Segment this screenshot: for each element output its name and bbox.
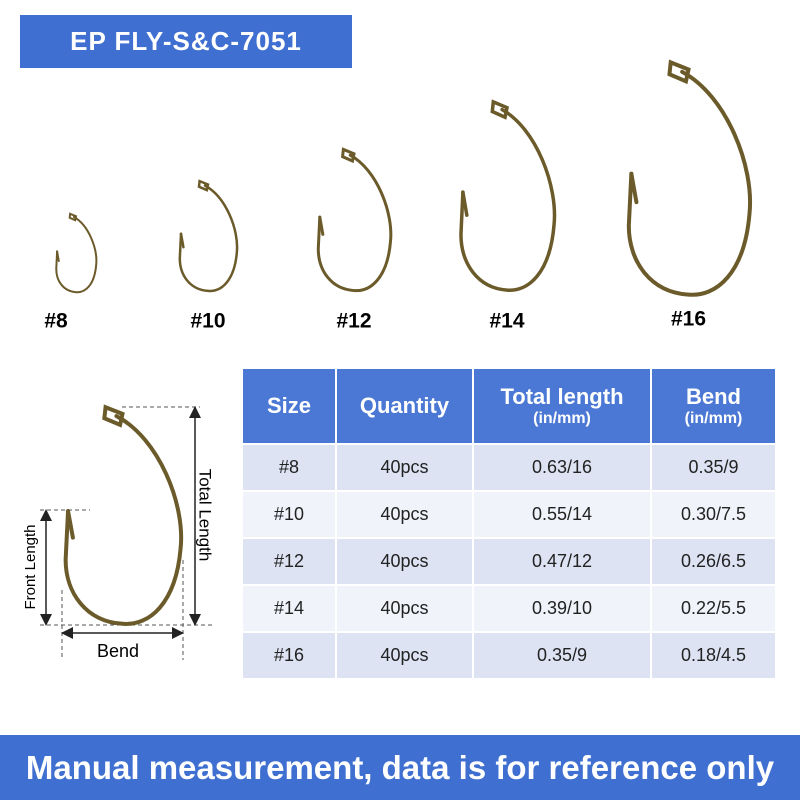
hook bbox=[180, 181, 237, 291]
hook-barb bbox=[320, 217, 323, 234]
table-cell: #8 bbox=[241, 443, 337, 492]
bend-label: Bend bbox=[97, 641, 139, 661]
hook bbox=[461, 102, 555, 290]
table-cell: 0.35/9 bbox=[650, 443, 777, 492]
hook bbox=[629, 62, 750, 294]
table-cell: 0.22/5.5 bbox=[650, 584, 777, 633]
hook-eye bbox=[104, 407, 122, 425]
hook bbox=[66, 407, 182, 624]
hook-size-label: #16 bbox=[671, 308, 706, 331]
hook-body bbox=[56, 217, 96, 292]
spec-table: Size Quantity Total length (in/mm) Bend (in/m… bbox=[241, 367, 777, 680]
total-length-label: Total Length bbox=[196, 469, 215, 562]
table-cell: #12 bbox=[241, 537, 337, 586]
table-row: #8 40pcs 0.63/16 0.35/9 bbox=[241, 443, 777, 492]
artwork: #8 #10 #12 #14 #16 Total Length Front Length… bbox=[22, 0, 800, 661]
table-cell: 0.30/7.5 bbox=[650, 490, 777, 539]
hook-barb bbox=[463, 192, 467, 215]
table-cell: 0.47/12 bbox=[472, 537, 652, 586]
table-cell: 0.18/4.5 bbox=[650, 631, 777, 680]
table-cell: 0.55/14 bbox=[472, 490, 652, 539]
header-text: Size bbox=[266, 393, 312, 418]
header-unit: (in/mm) bbox=[533, 410, 591, 427]
table-cell: 0.39/10 bbox=[472, 584, 652, 633]
hook-barb bbox=[57, 251, 59, 261]
hook-eye bbox=[343, 149, 354, 161]
hook bbox=[56, 214, 96, 292]
hook-eye bbox=[70, 214, 76, 220]
hook-body bbox=[629, 72, 750, 295]
hook-body bbox=[461, 110, 555, 291]
header-unit: (in/mm) bbox=[684, 410, 743, 427]
hook-barb bbox=[68, 511, 73, 538]
hook-body bbox=[180, 186, 237, 291]
hook bbox=[318, 149, 391, 290]
table-cell: #16 bbox=[241, 631, 337, 680]
header-cell: Quantity bbox=[335, 367, 474, 445]
table-cell: 40pcs bbox=[335, 490, 474, 539]
hook-size-label: #10 bbox=[190, 310, 225, 333]
table-cell: 0.63/16 bbox=[472, 443, 652, 492]
hook-eye bbox=[492, 102, 507, 117]
header-cell: Total length (in/mm) bbox=[472, 367, 652, 445]
hook-size-label: #12 bbox=[336, 310, 371, 333]
table-cell: 40pcs bbox=[335, 537, 474, 586]
hook-size-label: #14 bbox=[489, 310, 524, 333]
hook-eye bbox=[669, 62, 688, 81]
title-badge: EP FLY-S&C-7051 bbox=[20, 15, 352, 68]
header-cell: Bend (in/mm) bbox=[650, 367, 777, 445]
table-row: #12 40pcs 0.47/12 0.26/6.5 bbox=[241, 537, 777, 586]
hook-diagram: Total Length Front Length Bend bbox=[22, 407, 215, 661]
table-cell: 0.35/9 bbox=[472, 631, 652, 680]
table-cell: 40pcs bbox=[335, 584, 474, 633]
hook-eye bbox=[199, 181, 208, 190]
hook-size-label: #8 bbox=[44, 310, 68, 333]
footer-banner: Manual measurement, data is for referenc… bbox=[0, 735, 800, 800]
table-row: #14 40pcs 0.39/10 0.22/5.5 bbox=[241, 584, 777, 633]
header-text: Bend bbox=[686, 384, 741, 409]
table-cell: 40pcs bbox=[335, 631, 474, 680]
table-row: #16 40pcs 0.35/9 0.18/4.5 bbox=[241, 631, 777, 680]
table-row: #10 40pcs 0.55/14 0.30/7.5 bbox=[241, 490, 777, 539]
hook-body bbox=[66, 416, 182, 624]
table-cell: 40pcs bbox=[335, 443, 474, 492]
hook-body bbox=[318, 155, 391, 290]
table-cell: 0.26/6.5 bbox=[650, 537, 777, 586]
front-length-label: Front Length bbox=[22, 524, 39, 609]
hook-barb bbox=[181, 234, 183, 247]
header-cell: Size bbox=[241, 367, 337, 445]
header-text: Total length bbox=[500, 384, 624, 409]
hook-barb bbox=[631, 174, 636, 202]
header-text: Quantity bbox=[359, 393, 450, 418]
table-cell: #10 bbox=[241, 490, 337, 539]
table-cell: #14 bbox=[241, 584, 337, 633]
